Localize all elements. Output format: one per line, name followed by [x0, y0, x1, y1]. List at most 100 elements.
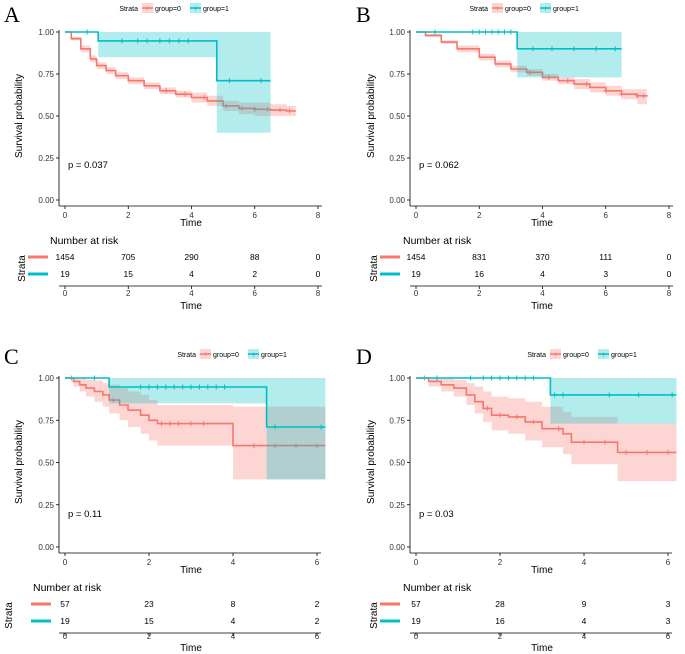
risk-count: 16	[475, 269, 485, 279]
censor-mark	[293, 443, 299, 449]
censor-mark	[468, 375, 474, 381]
ci-band-group1	[65, 378, 326, 480]
risk-count: 19	[411, 616, 421, 626]
risk-count: 88	[250, 252, 260, 262]
censor-mark	[201, 95, 207, 101]
risk-table-title: Number at risk	[33, 582, 102, 594]
y-tick-label: 1.00	[389, 28, 405, 37]
censor-mark	[476, 29, 482, 35]
x-tick-label: 2	[477, 211, 482, 220]
censor-mark	[163, 384, 169, 390]
censor-mark	[602, 439, 608, 445]
censor-mark	[603, 88, 609, 94]
censor-mark	[483, 29, 489, 35]
censor-mark	[619, 91, 625, 97]
censor-mark	[213, 384, 219, 390]
censor-mark	[163, 88, 169, 94]
risk-table-strata-label: Strata	[4, 602, 15, 629]
censor-mark	[157, 38, 163, 44]
legend: Strata + group=0 + group=1	[119, 3, 229, 13]
panel-letter: A	[4, 2, 20, 27]
censor-mark	[167, 421, 173, 427]
p-value: p = 0.11	[68, 509, 102, 520]
risk-count: 2	[315, 616, 320, 626]
risk-count: 16	[495, 616, 505, 626]
legend-marker: +	[145, 4, 150, 13]
censor-mark	[634, 93, 640, 99]
risk-count: 0	[316, 269, 321, 279]
risk-count: 57	[411, 599, 421, 609]
censor-mark	[514, 375, 520, 381]
censor-mark	[549, 46, 555, 52]
x-tick-label: 2	[147, 558, 152, 567]
censor-mark	[556, 426, 562, 432]
censor-mark	[175, 421, 181, 427]
panel-letter: B	[356, 2, 371, 27]
y-tick-label: 0.00	[38, 196, 54, 205]
x-tick-label: 0	[63, 558, 68, 567]
censor-mark	[636, 392, 642, 398]
y-tick-label: 0.75	[389, 70, 405, 79]
risk-count: 23	[144, 599, 154, 609]
censor-mark	[531, 419, 537, 425]
p-value: p = 0.03	[419, 509, 454, 520]
censor-mark	[180, 384, 186, 390]
y-tick-label: 1.00	[389, 374, 405, 383]
risk-count: 4	[189, 269, 194, 279]
censor-mark	[432, 29, 438, 35]
x-tick-label: 4	[189, 211, 194, 220]
legend: Strata + group=0 + group=1	[527, 349, 637, 359]
y-axis-title: Survival probability	[366, 74, 377, 158]
censor-mark	[138, 384, 144, 390]
x-tick-label: 2	[126, 211, 131, 220]
censor-mark	[641, 93, 647, 99]
risk-x-tick-label: 8	[316, 289, 321, 298]
x-axis-title: Time	[531, 565, 553, 576]
censor-mark	[508, 29, 514, 35]
censor-mark	[252, 106, 258, 112]
risk-count: 19	[60, 616, 70, 626]
y-tick-label: 0.50	[38, 459, 54, 468]
legend-marker: +	[193, 4, 198, 13]
risk-count: 9	[582, 599, 587, 609]
risk-x-tick-label: 2	[126, 289, 131, 298]
risk-table: Number at risk Strata 1454 705 290 88 0 19 15 4 2 0…	[17, 235, 322, 312]
risk-table-title: Number at risk	[50, 235, 119, 247]
y-tick-label: 1.00	[38, 28, 54, 37]
ci-band-group0	[65, 378, 326, 480]
risk-table: Number at risk Strata 1454 831 370 111 0 19 16 4 3…	[369, 235, 673, 312]
censor-mark	[277, 107, 283, 113]
risk-x-tick-label: 0	[63, 289, 68, 298]
censor-mark	[135, 38, 141, 44]
risk-count: 8	[231, 599, 236, 609]
risk-count: 57	[60, 599, 70, 609]
censor-mark	[185, 38, 191, 44]
censor-mark	[91, 375, 97, 381]
legend: Strata + group=0 + group=1	[177, 349, 287, 359]
censor-mark	[318, 424, 324, 430]
legend-marker: +	[203, 350, 208, 359]
x-tick-label: 8	[667, 211, 672, 220]
censor-mark	[495, 29, 501, 35]
risk-table-title: Number at risk	[403, 235, 472, 247]
risk-count: 3	[666, 599, 671, 609]
risk-table-strata-label: Strata	[369, 602, 380, 629]
legend-item: group=0	[563, 352, 589, 359]
censor-mark	[272, 443, 278, 449]
censor-mark	[560, 392, 566, 398]
y-tick-label: 0.50	[389, 459, 405, 468]
risk-x-tick-label: 4	[582, 632, 587, 641]
risk-table: Number at risk Strata 57 23 8 2 19 15 4 2 0 2 4 6 Time	[4, 582, 321, 654]
censor-mark	[205, 384, 211, 390]
censor-mark	[571, 46, 577, 52]
censor-mark	[182, 91, 188, 97]
risk-count: 3	[603, 269, 608, 279]
censor-mark	[223, 103, 229, 109]
censor-mark	[489, 29, 495, 35]
x-tick-label: 6	[604, 211, 609, 220]
risk-count: 0	[667, 269, 672, 279]
censor-mark	[546, 74, 552, 80]
legend-item: group=1	[261, 352, 287, 359]
censor-mark	[314, 443, 320, 449]
